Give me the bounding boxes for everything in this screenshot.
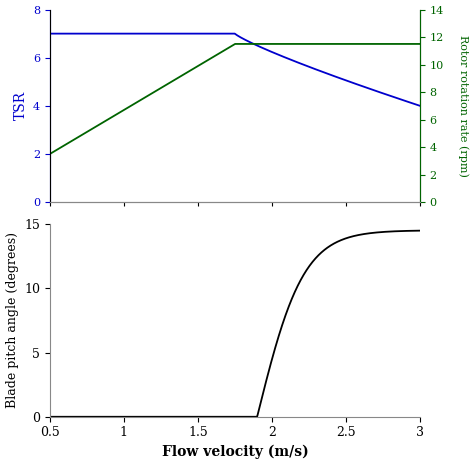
Y-axis label: TSR: TSR [13, 91, 27, 120]
Y-axis label: Blade pitch angle (degrees): Blade pitch angle (degrees) [6, 232, 18, 408]
X-axis label: Flow velocity (m/s): Flow velocity (m/s) [162, 445, 308, 459]
Y-axis label: Rotor rotation rate (rpm): Rotor rotation rate (rpm) [458, 35, 468, 177]
